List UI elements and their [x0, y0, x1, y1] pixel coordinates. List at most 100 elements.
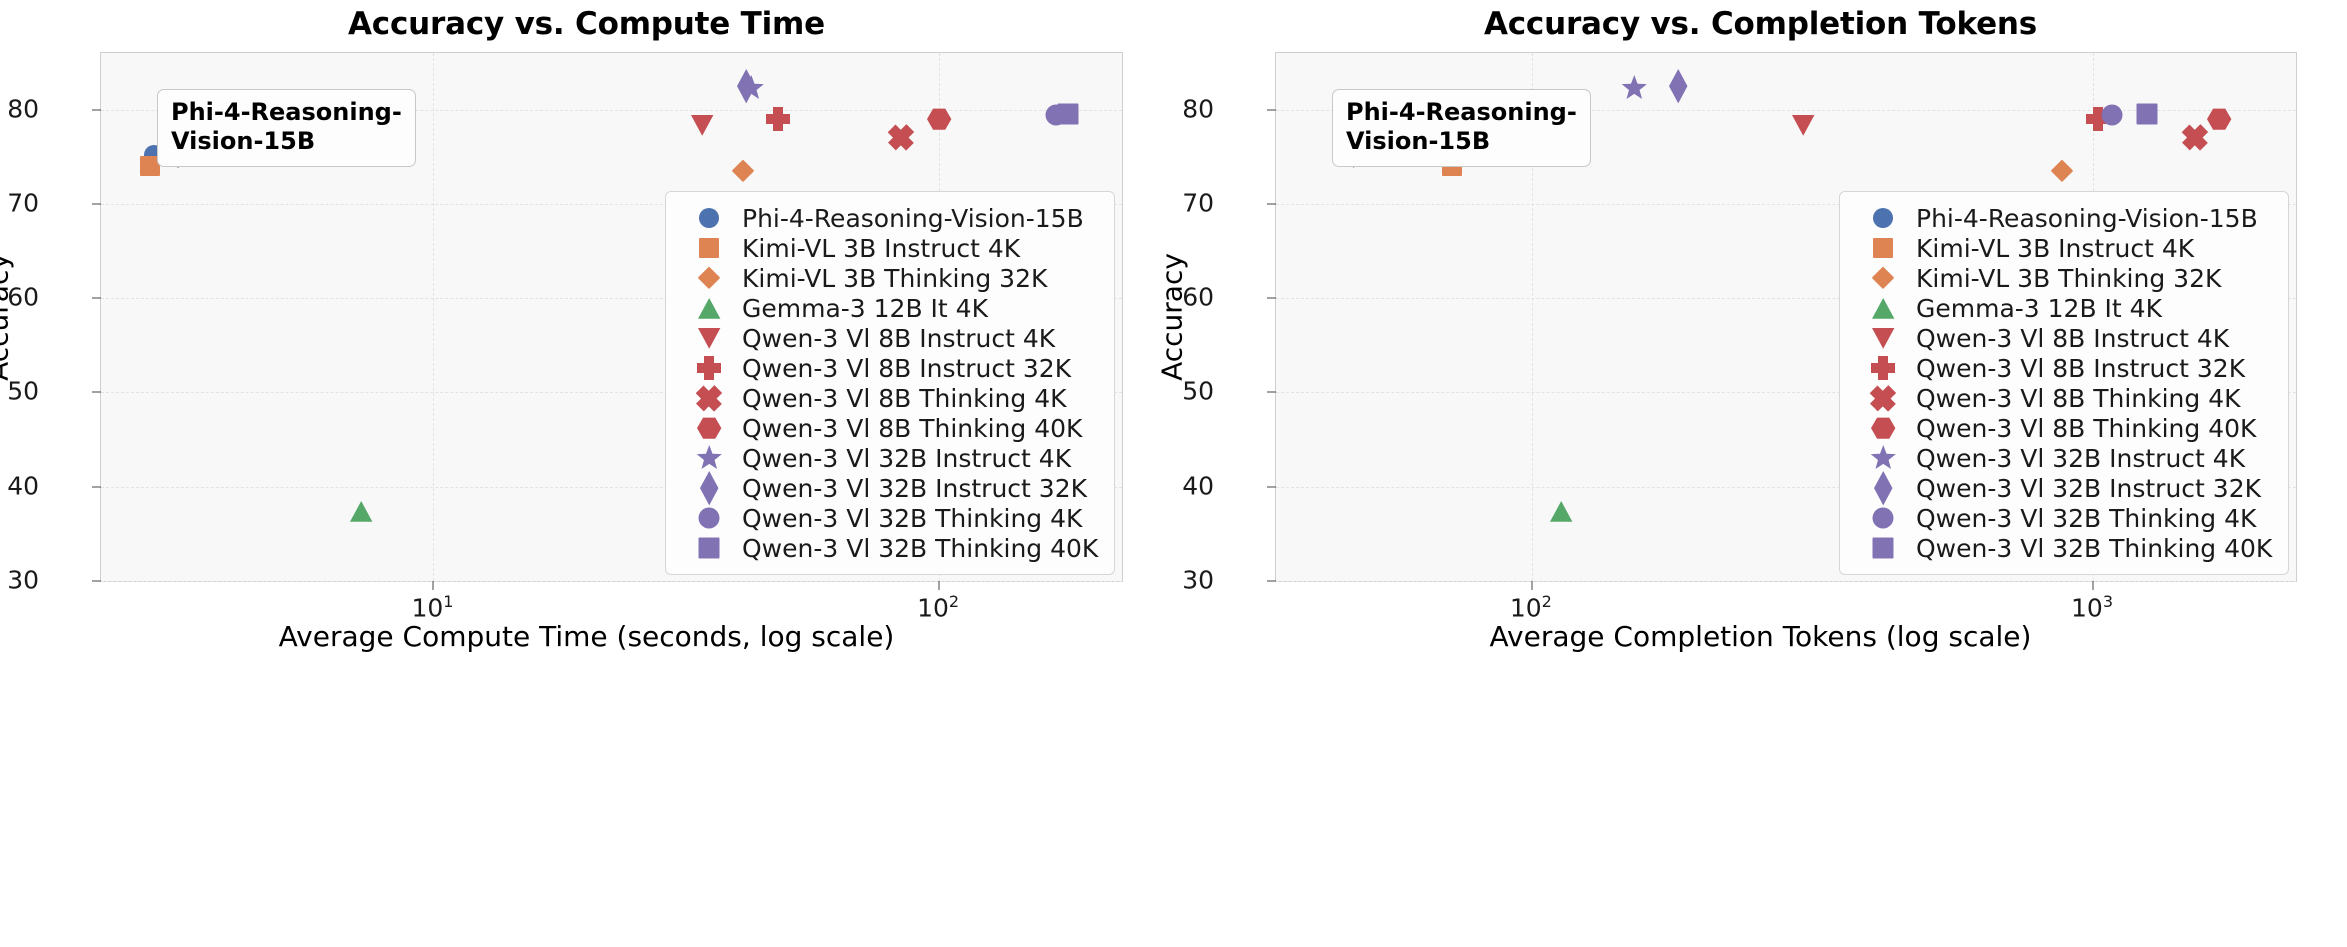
legend-square-marker — [698, 537, 720, 559]
x-axis-title-left: Average Compute Time (seconds, log scale… — [278, 620, 895, 653]
legend-circle-marker — [1873, 208, 1893, 228]
data-point-circle-marker — [2101, 104, 2123, 126]
x-tick-label: 102 — [1509, 592, 1552, 623]
legend-label: Qwen-3 Vl 32B Thinking 40K — [742, 533, 1099, 563]
legend-swatch — [680, 293, 738, 323]
y-gridline — [101, 109, 1122, 111]
x-tick-label: 101 — [411, 592, 454, 623]
legend-label: Qwen-3 Vl 32B Instruct 32K — [1916, 473, 2261, 503]
legend-label: Qwen-3 Vl 8B Thinking 4K — [742, 383, 1067, 413]
chart-title-right: Accuracy vs. Completion Tokens — [1483, 6, 2038, 42]
legend-item-10[interactable]: Qwen-3 Vl 32B Thinking 4K — [680, 503, 1098, 533]
legend-item-11[interactable]: Qwen-3 Vl 32B Thinking 40K — [680, 533, 1098, 563]
legend-label: Qwen-3 Vl 8B Instruct 4K — [1916, 323, 2230, 353]
chart-title-left: Accuracy vs. Compute Time — [348, 6, 825, 42]
legend-item-8[interactable]: Qwen-3 Vl 32B Instruct 4K — [680, 443, 1098, 473]
legend-item-5[interactable]: Qwen-3 Vl 8B Instruct 32K — [1854, 353, 2272, 383]
data-point-diamond-marker — [731, 159, 755, 183]
legend-swatch — [680, 413, 738, 443]
legend-diamond-marker — [1871, 266, 1895, 290]
y-tick-label: 50 — [7, 376, 39, 406]
y-tick-label: 40 — [7, 471, 39, 501]
legend-swatch — [680, 470, 738, 506]
legend-label: Qwen-3 Vl 8B Instruct 32K — [742, 353, 1072, 383]
x-tick-mark — [432, 581, 434, 590]
legend-label: Gemma-3 12B It 4K — [1916, 293, 2162, 323]
legend-item-9[interactable]: Qwen-3 Vl 32B Instruct 32K — [680, 470, 1098, 506]
y-gridline — [101, 298, 1122, 300]
legend-swatch — [1854, 503, 1912, 533]
legend-swatch — [680, 233, 738, 263]
legend-swatch — [1854, 413, 1912, 443]
annotation-callout: Phi-4-Reasoning- Vision-15B — [1332, 89, 1591, 167]
y-gridline — [1276, 298, 2296, 300]
legend-circle-marker — [1872, 507, 1894, 529]
legend-swatch — [680, 503, 738, 533]
y-gridline — [1276, 581, 2296, 582]
legend-item-3[interactable]: Gemma-3 12B It 4K — [680, 293, 1098, 323]
legend-item-7[interactable]: Qwen-3 Vl 8B Thinking 40K — [1854, 413, 2272, 443]
y-tick-mark — [92, 486, 101, 488]
legend-swatch — [1854, 323, 1912, 353]
legend: Phi-4-Reasoning-Vision-15B Kimi-VL 3B Ins… — [665, 191, 1116, 575]
legend-label: Qwen-3 Vl 8B Instruct 4K — [742, 323, 1056, 353]
legend-label: Qwen-3 Vl 32B Thinking 4K — [742, 503, 1083, 533]
legend-label: Qwen-3 Vl 32B Instruct 4K — [742, 443, 1072, 473]
y-gridline — [101, 392, 1122, 394]
y-tick-label: 70 — [7, 188, 39, 218]
legend-diamond-marker — [697, 266, 721, 290]
legend-label: Kimi-VL 3B Instruct 4K — [742, 233, 1021, 263]
legend-label: Kimi-VL 3B Instruct 4K — [1916, 233, 2195, 263]
legend-item-3[interactable]: Gemma-3 12B It 4K — [1854, 293, 2272, 323]
data-point-square-marker — [2136, 103, 2158, 125]
y-tick-label: 70 — [1182, 188, 1214, 218]
y-tick-mark — [1267, 486, 1276, 488]
legend-item-0[interactable]: Phi-4-Reasoning-Vision-15B — [1854, 203, 2272, 233]
legend-square-marker — [699, 238, 719, 258]
legend-swatch — [680, 323, 738, 353]
legend-item-9[interactable]: Qwen-3 Vl 32B Instruct 32K — [1854, 470, 2272, 506]
y-tick-mark — [92, 297, 101, 299]
legend-label: Qwen-3 Vl 8B Instruct 32K — [1916, 353, 2246, 383]
y-tick-label: 30 — [7, 565, 39, 595]
y-tick-label: 30 — [1182, 565, 1214, 595]
legend-item-2[interactable]: Kimi-VL 3B Thinking 32K — [680, 263, 1098, 293]
legend-item-1[interactable]: Kimi-VL 3B Instruct 4K — [1854, 233, 2272, 263]
legend-item-7[interactable]: Qwen-3 Vl 8B Thinking 40K — [680, 413, 1098, 443]
legend-swatch — [1854, 203, 1912, 233]
legend-item-6[interactable]: Qwen-3 Vl 8B Thinking 4K — [680, 383, 1098, 413]
legend-swatch — [680, 383, 738, 413]
legend-item-4[interactable]: Qwen-3 Vl 8B Instruct 4K — [680, 323, 1098, 353]
legend-item-8[interactable]: Qwen-3 Vl 32B Instruct 4K — [1854, 443, 2272, 473]
legend-item-10[interactable]: Qwen-3 Vl 32B Thinking 4K — [1854, 503, 2272, 533]
x-tick-label: 103 — [2071, 592, 2113, 623]
x-tick-mark — [1531, 581, 1533, 590]
legend-swatch — [1854, 533, 1912, 563]
legend-swatch — [1854, 293, 1912, 323]
x-gridline — [1531, 53, 1533, 581]
y-tick-mark — [92, 580, 101, 582]
legend-item-1[interactable]: Kimi-VL 3B Instruct 4K — [680, 233, 1098, 263]
legend-label: Qwen-3 Vl 32B Thinking 40K — [1916, 533, 2273, 563]
legend-circle-marker — [698, 507, 720, 529]
legend-item-2[interactable]: Kimi-VL 3B Thinking 32K — [1854, 263, 2272, 293]
x-gridline — [433, 53, 435, 581]
x-axis-title-right: Average Completion Tokens (log scale) — [1489, 620, 2032, 653]
legend-item-6[interactable]: Qwen-3 Vl 8B Thinking 4K — [1854, 383, 2272, 413]
legend-swatch — [1854, 443, 1912, 473]
y-gridline — [1276, 203, 2296, 205]
x-tick-label: 102 — [917, 592, 960, 623]
legend-label: Qwen-3 Vl 8B Thinking 4K — [1916, 383, 2241, 413]
legend-label: Gemma-3 12B It 4K — [742, 293, 988, 323]
legend-item-11[interactable]: Qwen-3 Vl 32B Thinking 40K — [1854, 533, 2272, 563]
y-tick-label: 50 — [1182, 376, 1214, 406]
legend-item-5[interactable]: Qwen-3 Vl 8B Instruct 32K — [680, 353, 1098, 383]
legend-swatch — [680, 353, 738, 383]
y-axis-title-right: Accuracy — [1155, 253, 1189, 381]
legend-item-4[interactable]: Qwen-3 Vl 8B Instruct 4K — [1854, 323, 2272, 353]
y-tick-mark — [1267, 297, 1276, 299]
legend-label: Phi-4-Reasoning-Vision-15B — [742, 203, 1084, 233]
legend-swatch — [680, 533, 738, 563]
legend-item-0[interactable]: Phi-4-Reasoning-Vision-15B — [680, 203, 1098, 233]
